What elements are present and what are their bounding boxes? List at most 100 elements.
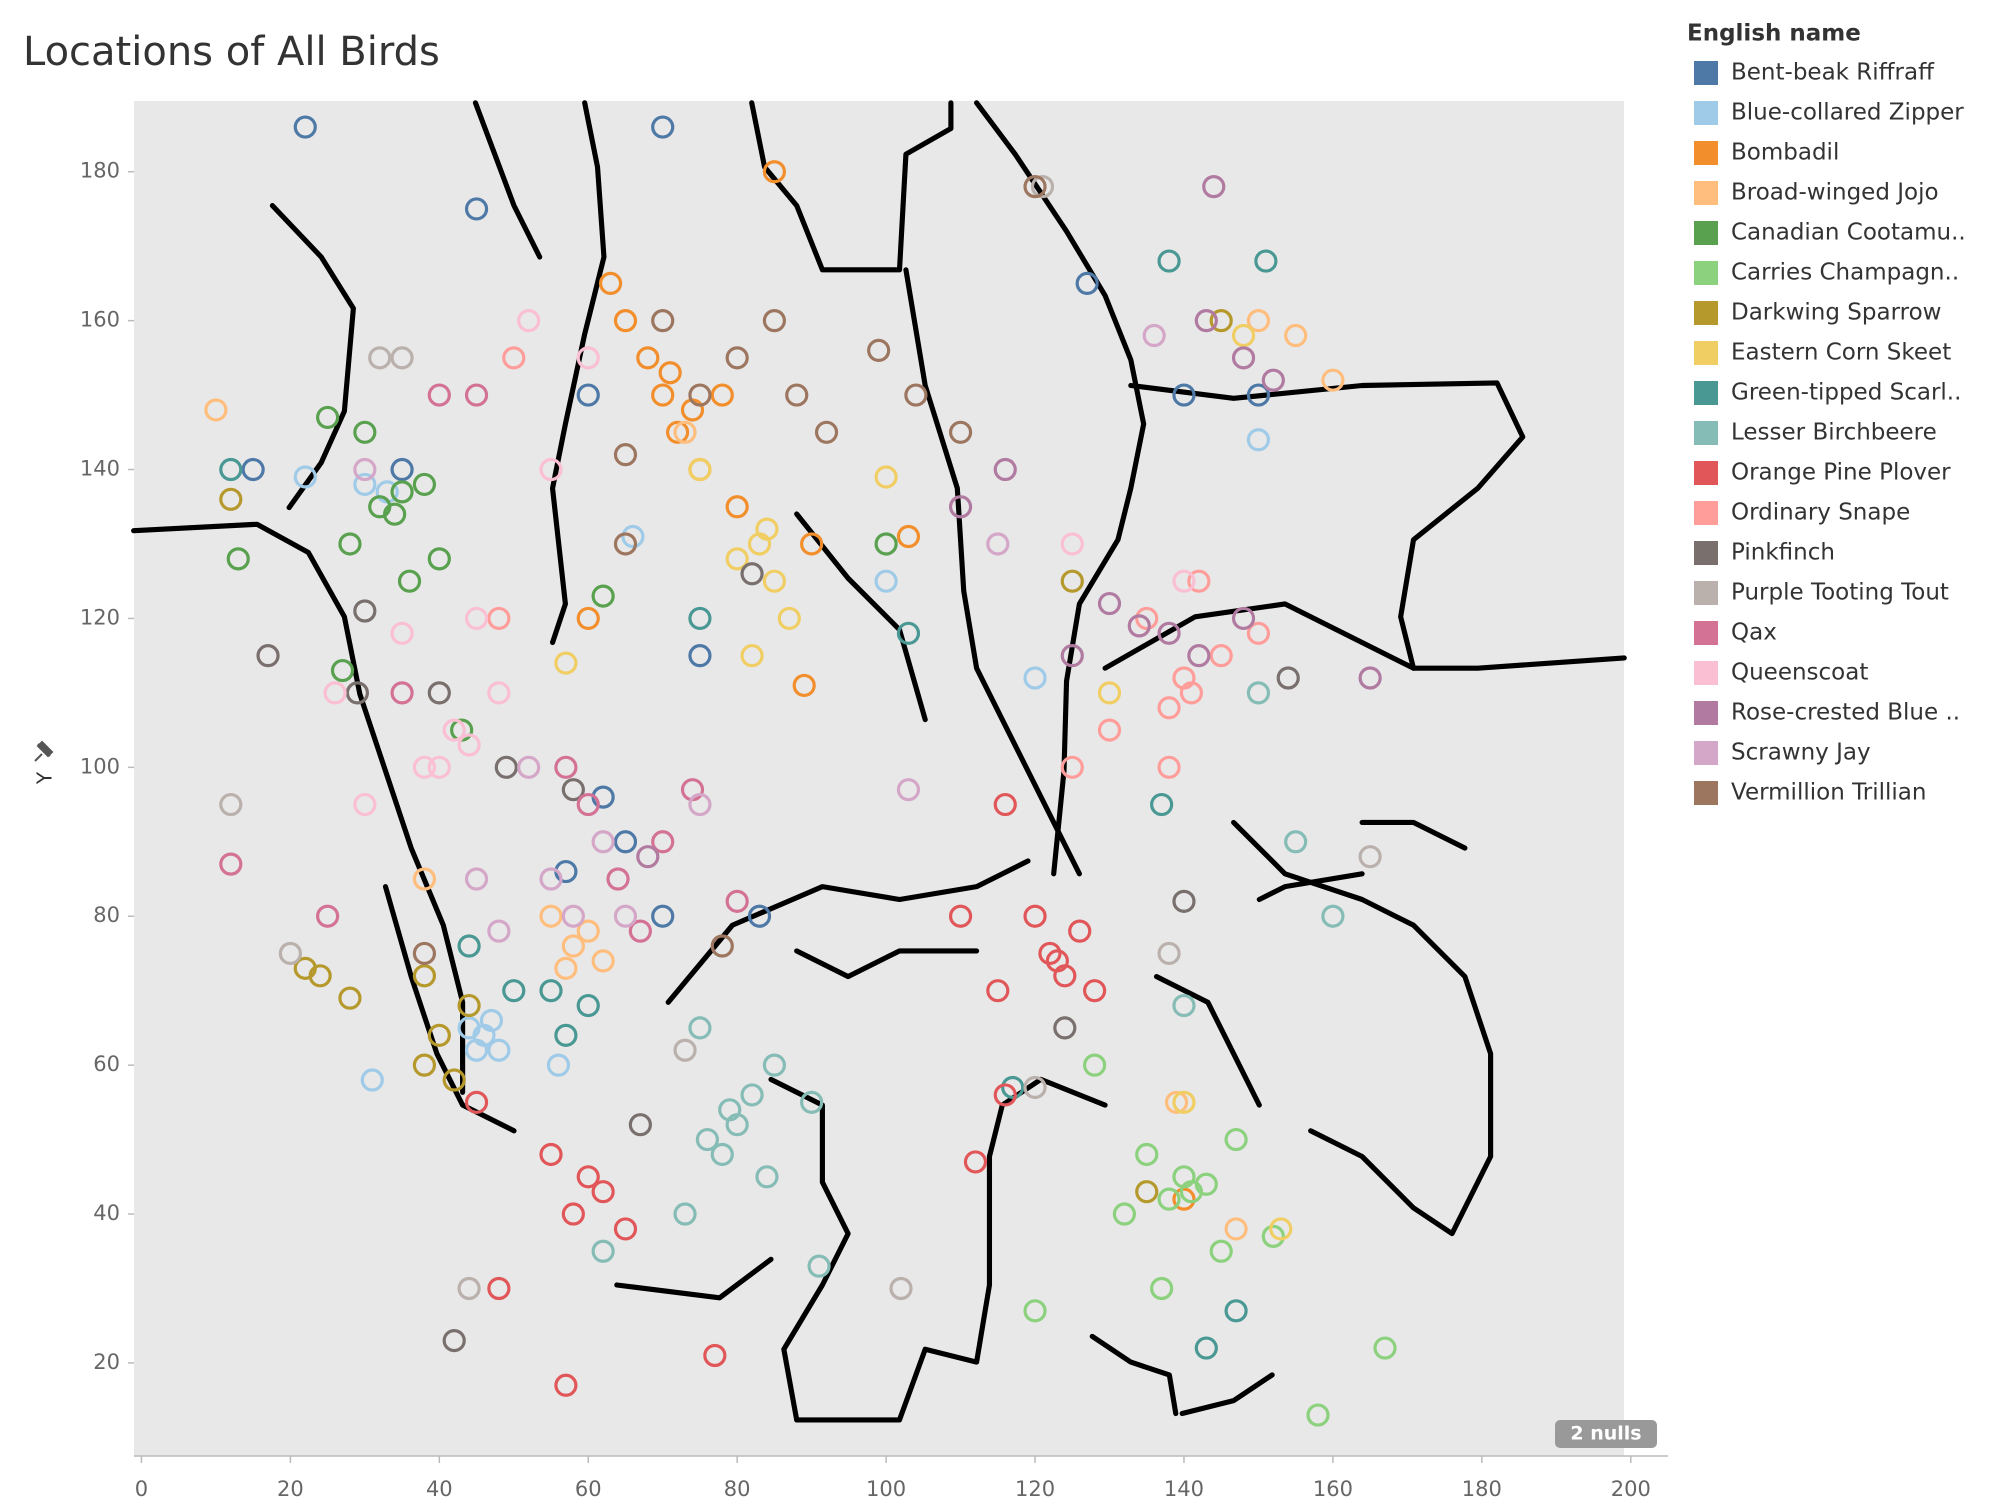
bird-point (353, 420, 377, 444)
bird-point (1209, 644, 1233, 668)
bird-point (308, 964, 332, 988)
bird-point (1053, 1016, 1077, 1040)
bird-point (874, 532, 898, 556)
bird-point (606, 867, 630, 891)
bird-point (554, 956, 578, 980)
bird-point (487, 1038, 511, 1062)
bird-point (740, 1083, 764, 1107)
legend: Bent-beak Riffraff Blue-collared Zipper Bo… (1694, 60, 1966, 806)
bird-point (1097, 718, 1122, 742)
bird-point (457, 733, 481, 757)
x-tick-label: 80 (724, 1477, 751, 1501)
bird-point (487, 1276, 511, 1301)
bird-point (1246, 383, 1271, 407)
bird-point (740, 644, 764, 668)
bird-point (353, 599, 377, 623)
legend-swatch (1694, 101, 1718, 125)
legend-swatch (1694, 741, 1718, 765)
bird-point (1157, 941, 1181, 966)
bird-point (613, 532, 638, 556)
bird-point (464, 197, 489, 221)
bird-point (1172, 889, 1196, 913)
legend-label: Bombadil (1731, 140, 1839, 166)
bird-point (554, 1023, 578, 1047)
bird-point (412, 1053, 437, 1077)
bird-point (1194, 1336, 1218, 1360)
bird-point (1246, 621, 1271, 645)
plot-marks (204, 115, 1397, 1427)
bird-point (874, 569, 898, 593)
nulls-indicator[interactable]: 2 nulls (1570, 1423, 1641, 1445)
bird-point (613, 443, 638, 467)
bird-point (256, 644, 280, 668)
bird-point (576, 919, 600, 943)
bird-point (1060, 644, 1084, 668)
bird-point (651, 115, 675, 139)
bird-point (591, 1180, 615, 1204)
bird-point (1321, 904, 1345, 928)
bird-point (1157, 755, 1181, 779)
y-tick-label: 100 (80, 754, 120, 778)
x-tick-label: 60 (575, 1477, 602, 1501)
bird-point (561, 1202, 585, 1226)
bird-point (1135, 1142, 1159, 1167)
bird-point (613, 830, 638, 854)
bird-point (353, 792, 377, 817)
bird-point (494, 755, 518, 779)
bird-point (554, 651, 578, 675)
bird-point (1127, 614, 1151, 638)
y-tick-label: 140 (80, 457, 120, 481)
legend-label: Orange Pine Plover (1731, 460, 1951, 486)
bird-point (1276, 666, 1300, 690)
legend-swatch (1694, 61, 1718, 85)
bird-point (1284, 323, 1308, 348)
bird-point (785, 383, 809, 407)
bird-point (412, 964, 437, 988)
bird-point (993, 1083, 1017, 1107)
bird-point (718, 1098, 742, 1122)
bird-point (688, 792, 712, 817)
bird-point (904, 383, 928, 407)
bird-point (1172, 569, 1196, 593)
bird-point (576, 346, 600, 370)
bird-point (464, 606, 489, 631)
bird-point (561, 934, 585, 958)
bird-point (554, 755, 578, 779)
y-tick-label: 180 (80, 159, 120, 183)
bird-point (1157, 696, 1181, 720)
bird-point (397, 569, 422, 593)
bird-point (412, 755, 437, 779)
nulls-badge[interactable] (1555, 1420, 1657, 1448)
bird-point (1097, 681, 1122, 705)
bird-point (1179, 1180, 1204, 1204)
legend-swatch (1694, 661, 1718, 685)
bird-point (1306, 1403, 1330, 1427)
bird-point (725, 547, 749, 571)
map-roads (131, 100, 1627, 1423)
legend-swatch (1694, 261, 1718, 285)
bird-point (948, 904, 973, 928)
legend-label: Carries Champagn.. (1731, 260, 1959, 286)
bird-point (613, 309, 638, 333)
bird-point (1187, 569, 1211, 593)
bird-point (1030, 175, 1055, 199)
bird-point (390, 681, 414, 705)
bird-point (561, 778, 585, 802)
bird-point (219, 852, 243, 876)
bird-point (710, 383, 734, 407)
bird-point (1164, 1090, 1189, 1114)
bird-point (1224, 1127, 1248, 1152)
x-tick-label: 180 (1462, 1477, 1502, 1501)
legend-swatch (1694, 141, 1718, 165)
bird-point (1231, 323, 1256, 348)
bird-point (316, 405, 340, 430)
legend-label: Scrawny Jay (1731, 740, 1871, 766)
legend-swatch (1694, 621, 1718, 645)
legend-label: Lesser Birchbeere (1731, 420, 1937, 446)
bird-point (1112, 1202, 1136, 1226)
bird-point (539, 979, 563, 1003)
legend-label: Purple Tooting Tout (1731, 580, 1949, 606)
bird-point (688, 1016, 712, 1040)
bird-point (487, 606, 511, 631)
